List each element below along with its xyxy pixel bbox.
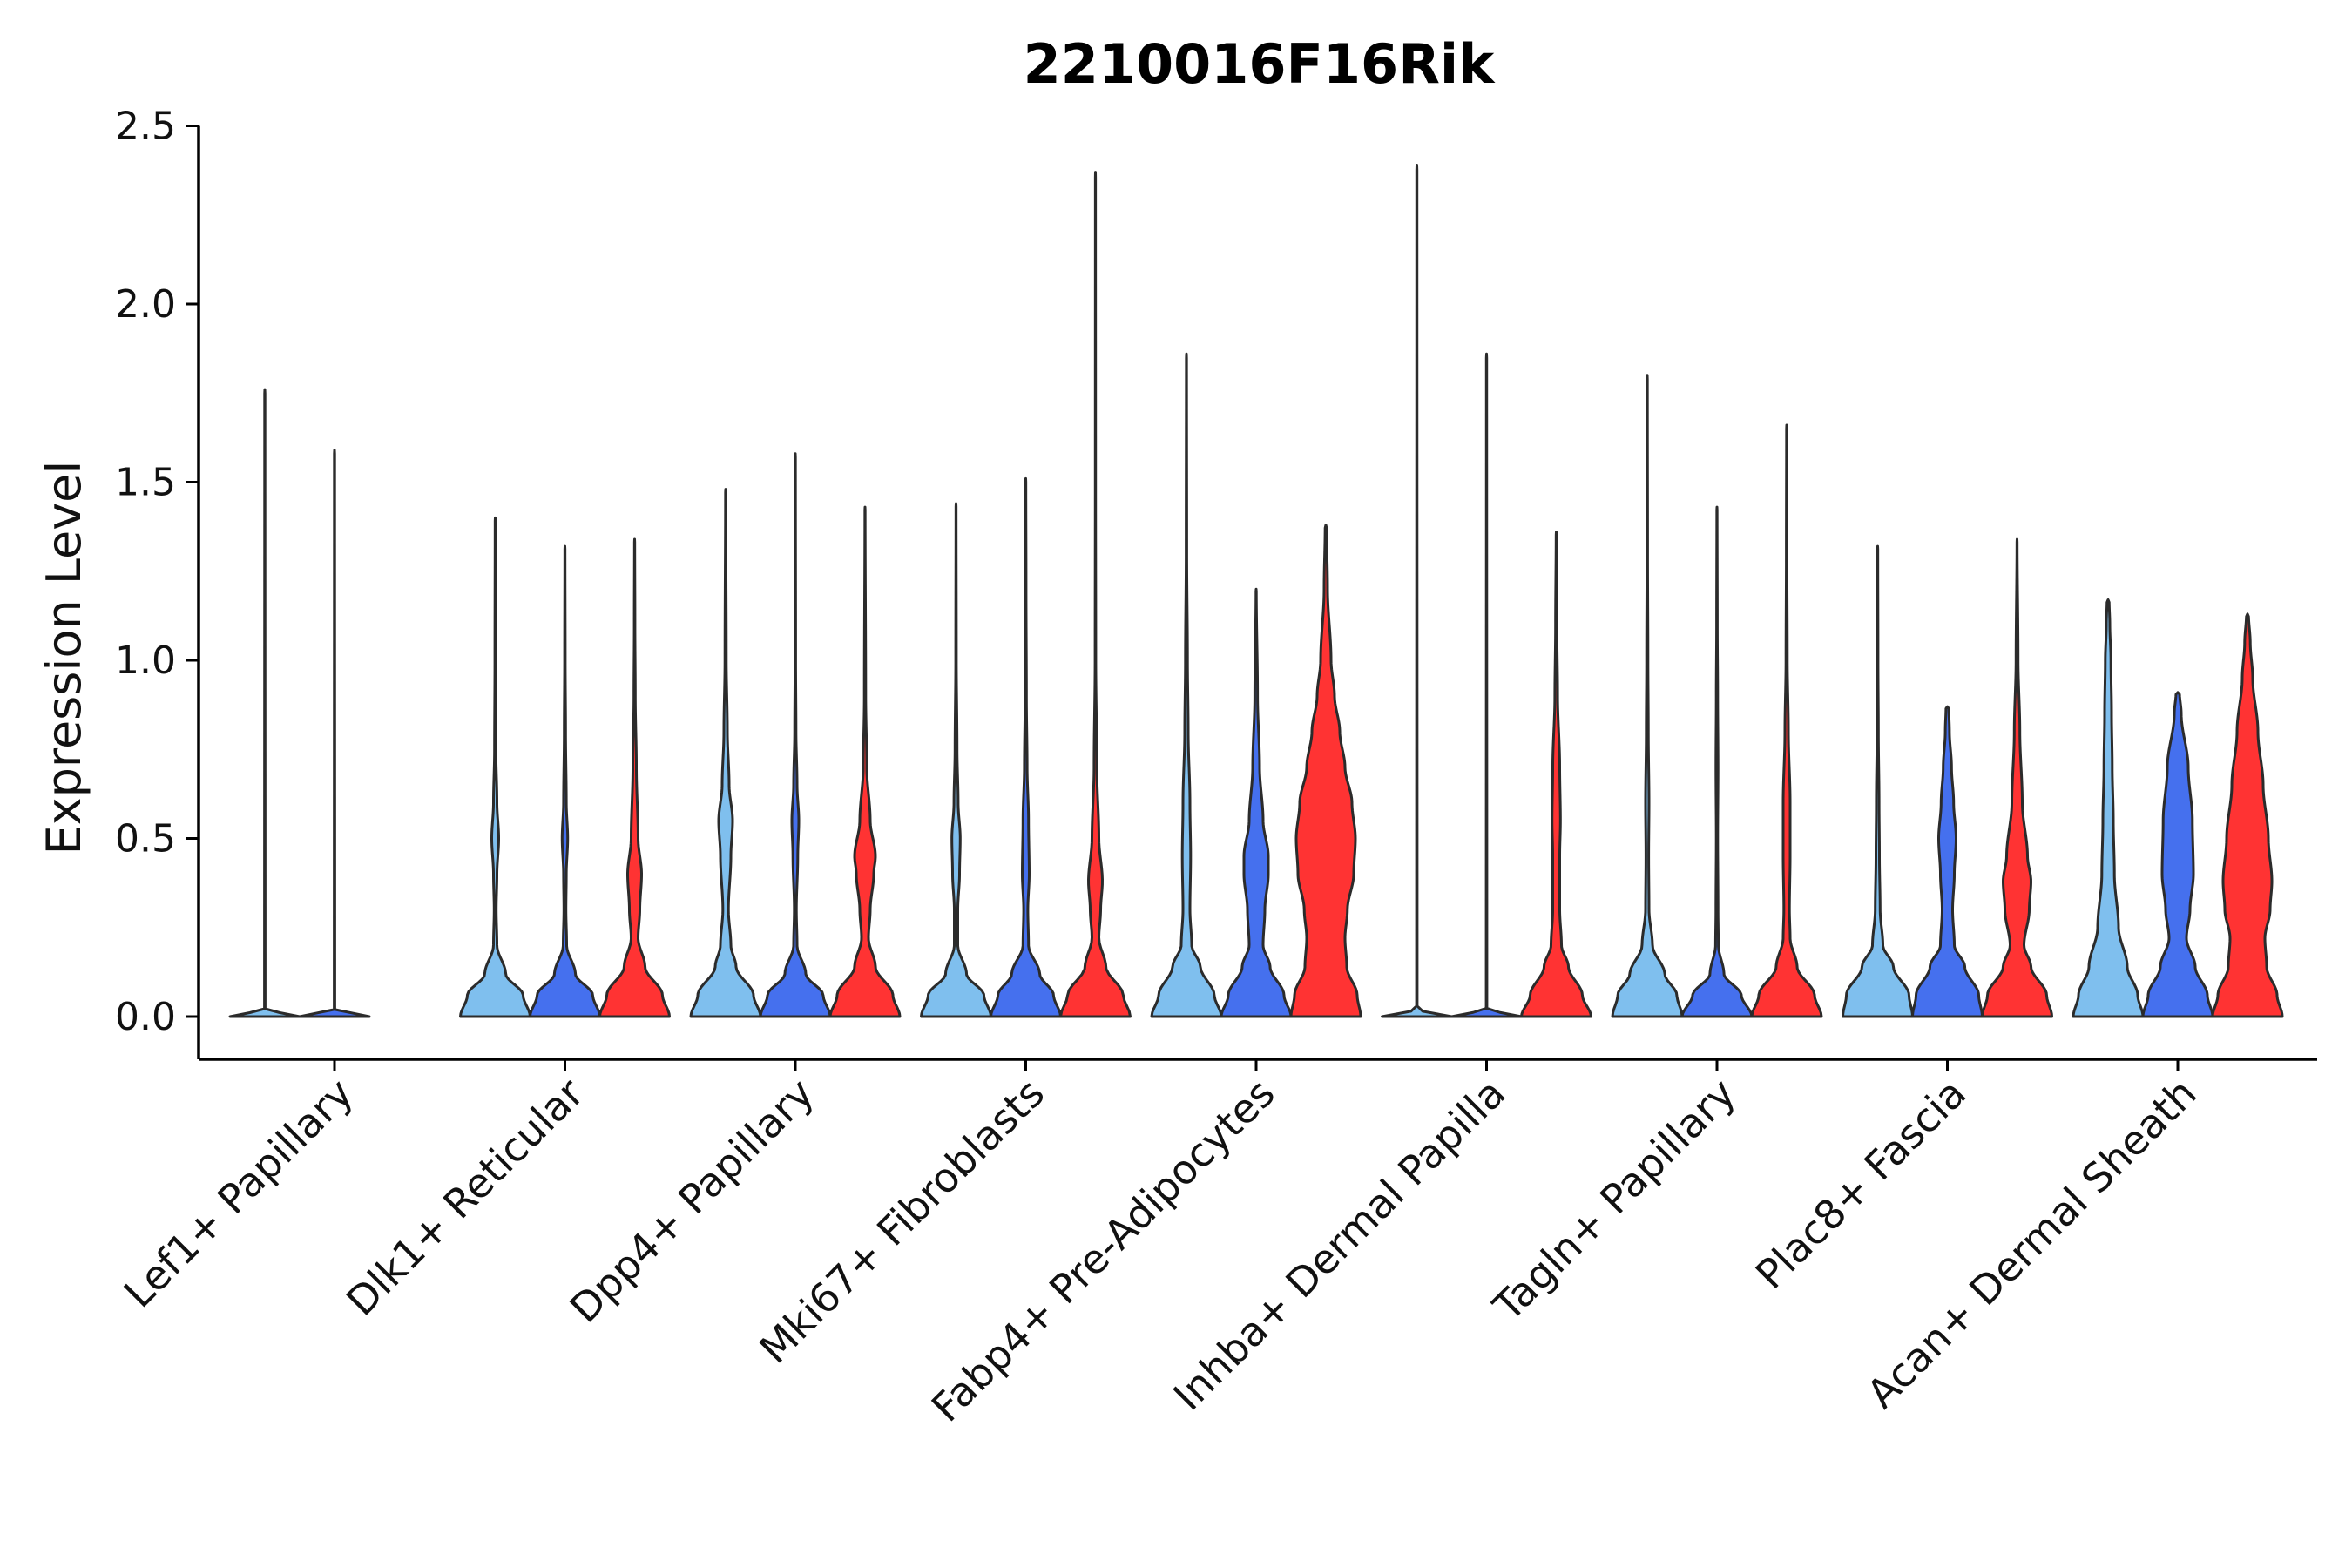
y-tick-label: 2.5 <box>115 105 176 149</box>
x-tick-label: Dpp4+ Papillary <box>561 1070 823 1332</box>
violin-2-group-3 <box>598 537 671 1018</box>
violin-2-group-1 <box>459 516 531 1018</box>
violin-9-group-2 <box>2141 691 2214 1018</box>
violin-6-group-2 <box>1450 352 1523 1018</box>
violin-2-group-2 <box>529 544 601 1018</box>
violin-9-group-1 <box>2072 598 2145 1018</box>
violin-7-group-1 <box>1611 374 1684 1018</box>
x-tick-label: Lef1+ Papillary <box>115 1070 362 1317</box>
x-tick-label: Tagln+ Papillary <box>1484 1070 1745 1331</box>
violin-5-group-3 <box>1289 524 1362 1018</box>
violin-4-group-3 <box>1059 171 1132 1018</box>
violin-8-group-3 <box>1981 537 2053 1018</box>
violins-layer <box>228 163 2284 1018</box>
chart-title: 2210016F16Rik <box>1024 32 1497 96</box>
violin-4-group-2 <box>990 476 1062 1018</box>
x-tick-label: Plac8+ Fascia <box>1747 1070 1975 1298</box>
violin-4-group-1 <box>920 502 992 1018</box>
violin-8-group-1 <box>1842 544 1914 1018</box>
y-tick-label: 0.5 <box>115 817 176 862</box>
violin-1-group-2 <box>298 449 371 1018</box>
violin-3-group-3 <box>828 505 902 1018</box>
violin-7-group-2 <box>1680 505 1754 1018</box>
violin-6-group-3 <box>1520 531 1592 1018</box>
y-axis-label: Expression Level <box>37 461 91 855</box>
x-tick-label: Dlk1+ Reticular <box>337 1070 592 1325</box>
y-tick-label: 0.0 <box>115 995 176 1039</box>
y-tick-label: 1.5 <box>115 461 176 505</box>
violin-5-group-1 <box>1150 352 1223 1018</box>
violin-1-group-1 <box>228 388 301 1018</box>
y-tick-label: 2.0 <box>115 282 176 327</box>
violin-3-group-2 <box>759 452 832 1018</box>
violin-9-group-3 <box>2211 612 2284 1018</box>
violin-5-group-2 <box>1220 587 1293 1018</box>
y-tick-label: 1.0 <box>115 639 176 683</box>
violin-8-group-2 <box>1911 705 1984 1018</box>
violin-6-group-1 <box>1381 163 1453 1018</box>
violin-3-group-1 <box>689 488 762 1018</box>
violin-7-group-3 <box>1750 423 1823 1018</box>
